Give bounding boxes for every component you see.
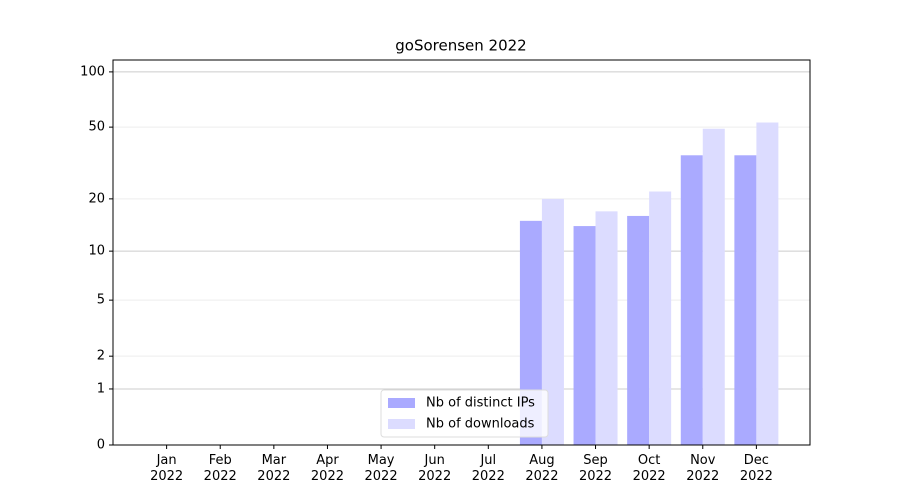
x-tick-label: May 2022 — [364, 453, 398, 484]
bar — [627, 215, 650, 445]
bar — [519, 220, 542, 445]
y-tick-label: 10 — [88, 244, 105, 259]
legend-label: Nb of distinct IPs — [426, 396, 535, 411]
y-tick-label: 0 — [97, 438, 105, 453]
x-tick-label: Jan 2022 — [150, 453, 184, 484]
x-tick-label: Mar 2022 — [257, 453, 291, 484]
x-tick-label: Oct 2022 — [632, 453, 666, 484]
bar — [573, 226, 596, 445]
y-tick-label: 5 — [97, 293, 105, 308]
y-tick-label: 1 — [97, 381, 105, 396]
bar — [702, 128, 725, 445]
legend-label: Nb of downloads — [426, 417, 535, 432]
legend-box — [380, 389, 549, 438]
y-tick-label: 50 — [88, 120, 105, 135]
x-tick-label: Jun 2022 — [418, 453, 452, 484]
legend-swatch — [388, 398, 415, 408]
bar — [595, 211, 618, 445]
y-tick-label: 20 — [88, 191, 105, 206]
y-tick-label: 100 — [80, 64, 105, 79]
x-tick-label: Dec 2022 — [739, 453, 773, 484]
x-tick-label: Sep 2022 — [578, 453, 613, 484]
legend-swatch — [388, 419, 415, 429]
bar — [756, 122, 779, 446]
chart-title: goSorensen 2022 — [395, 37, 526, 55]
x-tick-label: Apr 2022 — [310, 453, 344, 484]
bar — [680, 155, 703, 445]
plot-frame — [112, 59, 811, 446]
x-tick-label: Feb 2022 — [203, 453, 237, 484]
bar — [649, 191, 672, 445]
legend: Nb of distinct IPs Nb of downloads — [380, 389, 549, 438]
x-tick-label: Nov 2022 — [686, 453, 720, 484]
y-tick-label: 2 — [97, 349, 105, 364]
x-tick-label: Aug 2022 — [525, 453, 559, 484]
bar — [734, 155, 757, 445]
bar — [541, 198, 564, 445]
x-tick-label: Jul 2022 — [471, 453, 505, 484]
